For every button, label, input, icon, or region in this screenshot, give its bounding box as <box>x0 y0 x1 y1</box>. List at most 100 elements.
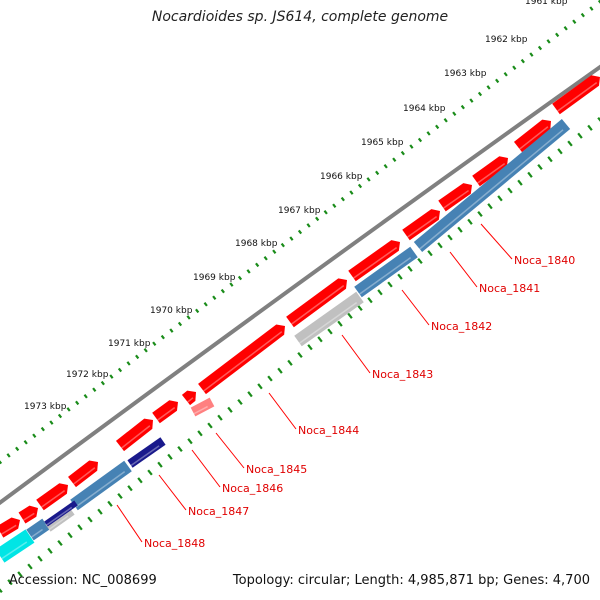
map-title: Nocardioides sp. JS614, complete genome <box>151 9 449 25</box>
forward-gene <box>68 460 98 488</box>
inner-ruler-dot <box>597 116 600 122</box>
kbp-tick-label: 1964 kbp <box>403 104 446 114</box>
ruler-dot <box>160 334 165 340</box>
ruler-dot <box>323 210 328 215</box>
reverse-gene <box>26 518 50 541</box>
gene-label[interactable]: Noca_1847 <box>188 505 249 518</box>
ruler-dot <box>255 262 260 268</box>
kbp-tick-label: 1965 kbp <box>361 138 404 148</box>
ruler-dot <box>23 440 28 445</box>
gene-leader-line <box>341 334 371 374</box>
ruler-dot <box>49 420 54 425</box>
kbp-tick-label: 1970 kbp <box>150 306 193 316</box>
inner-ruler-dot <box>527 171 533 178</box>
ruler-dot <box>306 223 311 228</box>
gene-label[interactable]: Noca_1842 <box>431 320 492 333</box>
ruler-dot <box>366 177 371 182</box>
forward-gene <box>18 505 38 524</box>
inner-ruler-dot <box>307 344 313 351</box>
forward-gene <box>36 483 68 511</box>
forward-gene <box>348 240 400 282</box>
ruler-dot <box>383 164 388 169</box>
ruler-dot <box>392 157 397 162</box>
ruler-dot <box>117 367 123 373</box>
inner-ruler-dot <box>517 179 523 186</box>
inner-ruler-dot <box>297 351 303 359</box>
ruler-dot <box>92 387 97 392</box>
ruler-dot <box>495 78 500 84</box>
forward-gene <box>286 278 347 328</box>
ruler-dot <box>135 354 140 360</box>
inner-ruler-dot <box>227 406 233 413</box>
ruler-dot <box>237 275 243 281</box>
ruler-dot <box>512 65 517 70</box>
inner-ruler-dot <box>17 571 23 578</box>
inner-ruler-dot <box>107 500 113 507</box>
inner-ruler-dot <box>347 312 353 319</box>
ruler-dot <box>229 282 234 287</box>
ruler-dot <box>443 118 448 123</box>
gene-label[interactable]: Noca_1844 <box>298 424 359 437</box>
gene-label[interactable]: Noca_1843 <box>372 368 433 381</box>
ruler-dot <box>469 98 474 103</box>
kbp-tick-label: 1971 kbp <box>108 339 151 349</box>
inner-ruler-dot <box>507 187 513 194</box>
ruler-dot <box>409 144 414 149</box>
ruler-dot <box>529 52 534 57</box>
forward-gene <box>472 156 508 187</box>
ruler-dot <box>83 394 88 399</box>
inner-ruler-dot <box>97 508 103 515</box>
gene-leader-line <box>401 289 430 326</box>
kbp-ruler: 1961 kbp 1962 kbp 1963 kbp 1964 kbp 1965 kbp… <box>24 0 568 412</box>
inner-ruler-dot <box>577 132 583 139</box>
ruler-dot <box>546 39 551 44</box>
inner-ruler-dot <box>317 336 323 343</box>
reverse-gene <box>413 119 571 252</box>
inner-ruler-dot <box>177 445 183 453</box>
ruler-dot <box>246 269 251 274</box>
inner-ruler-dot <box>117 492 123 500</box>
inner-ruler-dot <box>327 328 333 335</box>
inner-dotted-track <box>0 116 600 594</box>
inner-ruler-dot <box>537 163 543 171</box>
kbp-tick-label: 1966 kbp <box>320 172 363 182</box>
inner-ruler-dot <box>487 203 493 210</box>
pseudo-gene <box>294 291 364 347</box>
ruler-dot <box>272 249 277 254</box>
inner-ruler-dot <box>447 234 453 241</box>
forward-gene <box>552 75 600 115</box>
inner-ruler-dot <box>377 289 383 296</box>
kbp-tick-label: 1969 kbp <box>193 273 236 283</box>
ruler-dot <box>460 104 465 110</box>
kbp-tick-label: 1973 kbp <box>24 402 67 412</box>
inner-ruler-dot <box>557 148 563 155</box>
inner-ruler-dot <box>407 265 413 272</box>
kbp-tick-label: 1963 kbp <box>444 69 487 79</box>
ruler-dot <box>537 45 543 51</box>
kbp-tick-label: 1967 kbp <box>278 206 321 216</box>
kbp-tick-label: 1961 kbp <box>525 0 568 7</box>
gene-label[interactable]: Noca_1845 <box>246 463 307 476</box>
gene-label[interactable]: Noca_1846 <box>222 482 283 495</box>
ruler-dot <box>503 72 508 77</box>
summary-text: Topology: circular; Length: 4,985,871 bp… <box>232 573 590 588</box>
kbp-tick-label: 1962 kbp <box>485 35 528 45</box>
gene-label[interactable]: Noca_1848 <box>144 537 205 550</box>
ruler-dot <box>563 26 568 31</box>
inner-ruler-dot <box>217 414 223 421</box>
kbp-tick-label: 1968 kbp <box>235 239 278 249</box>
ruler-dot <box>186 315 191 320</box>
gene-label[interactable]: Noca_1840 <box>514 254 575 267</box>
ruler-dot <box>169 328 174 333</box>
inner-ruler-dot <box>7 579 13 586</box>
ruler-dot <box>417 137 423 143</box>
ruler-dot <box>66 407 71 412</box>
gene-leader-line <box>158 474 187 511</box>
ruler-dot <box>263 256 268 261</box>
inner-ruler-dot <box>157 461 163 468</box>
inner-ruler-dot <box>357 304 363 312</box>
ruler-dot <box>589 6 594 11</box>
gene-label[interactable]: Noca_1841 <box>479 282 540 295</box>
inner-ruler-dot <box>267 375 273 382</box>
ruler-dot <box>332 203 337 208</box>
